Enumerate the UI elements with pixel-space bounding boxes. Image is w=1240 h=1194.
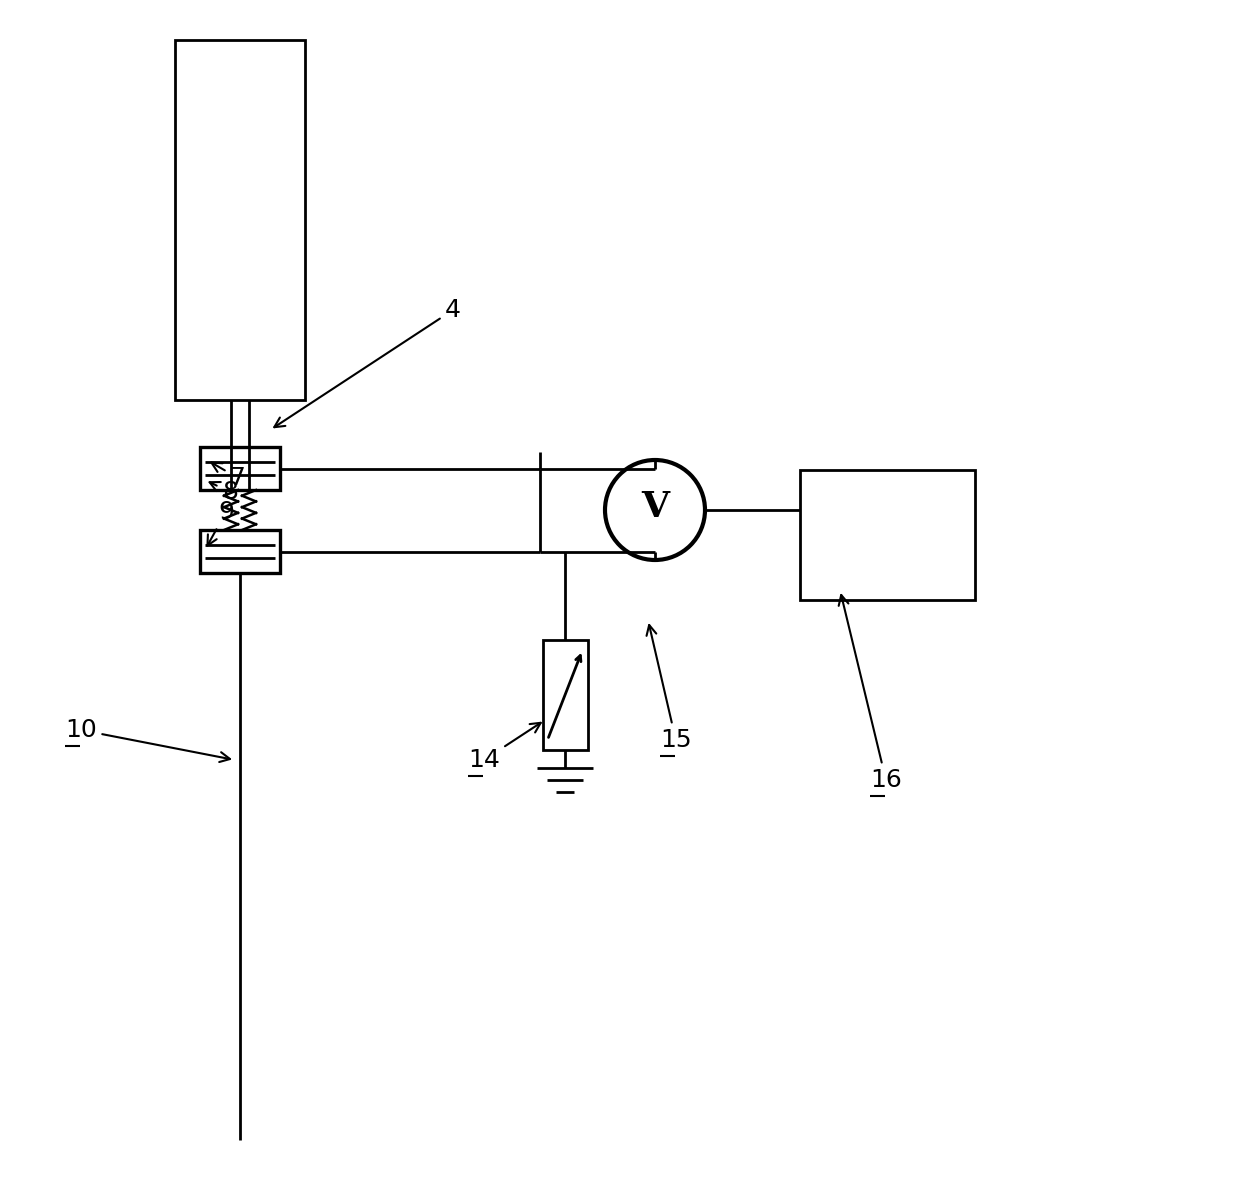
Bar xyxy=(200,447,280,490)
Bar xyxy=(200,530,280,573)
Text: 10: 10 xyxy=(64,718,229,762)
Text: V: V xyxy=(641,490,670,524)
Circle shape xyxy=(605,460,706,560)
Bar xyxy=(175,41,305,400)
Polygon shape xyxy=(650,461,661,476)
Text: 8: 8 xyxy=(210,480,238,504)
Text: 15: 15 xyxy=(646,624,692,752)
Bar xyxy=(800,470,975,601)
Text: 9: 9 xyxy=(207,500,234,546)
Text: 4: 4 xyxy=(274,298,461,427)
Text: 14: 14 xyxy=(467,722,541,773)
Text: 7: 7 xyxy=(211,462,246,490)
Bar xyxy=(543,640,588,750)
Text: 16: 16 xyxy=(838,595,901,792)
